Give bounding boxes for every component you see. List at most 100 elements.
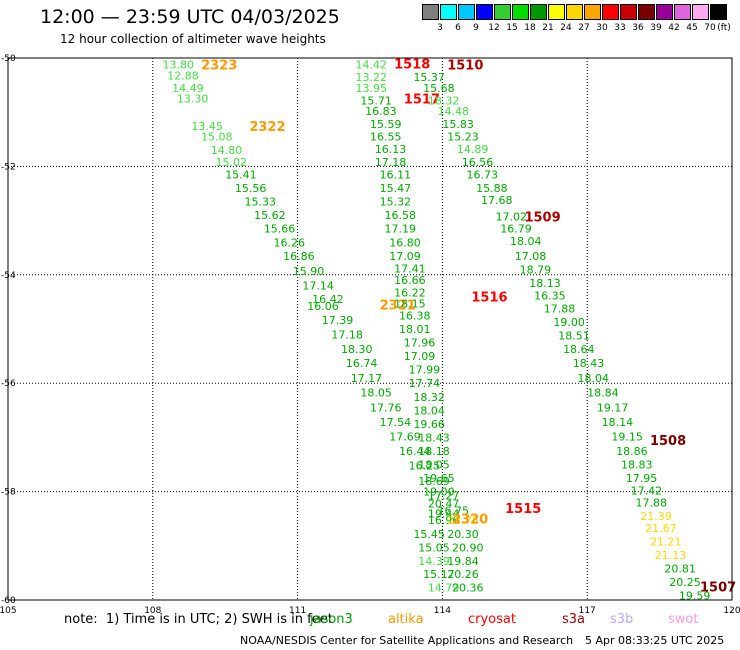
wave-height-value: 15.17 [423, 568, 455, 581]
legend-swatch [422, 4, 439, 20]
pass-time-label: 1507 [700, 580, 736, 595]
legend-bin-label: 42 [668, 23, 680, 33]
legend-bin-label: 33 [614, 23, 626, 33]
wave-height-value: 18.86 [616, 445, 648, 458]
wave-height-value: 18.13 [529, 277, 561, 290]
wave-height-value: 17.96 [404, 337, 436, 350]
wave-height-value: 16.80 [389, 236, 421, 249]
wave-height-value: 18.04 [413, 404, 445, 417]
wave-height-value: 14.89 [457, 143, 489, 156]
pass-time-label: 1516 [471, 290, 507, 305]
wave-height-value: 16.74 [346, 357, 378, 370]
wave-height-value: 17.09 [389, 250, 421, 263]
wave-height-value: 17.09 [404, 350, 436, 363]
wave-height-value: 14.48 [438, 105, 470, 118]
wave-height-value: 19.65 [423, 472, 455, 485]
wave-height-value: 16.96 [428, 514, 460, 527]
wave-height-value: 15.59 [370, 118, 402, 131]
wave-height-value: 19.66 [413, 418, 445, 431]
wave-height-value: 23.75 [447, 514, 479, 527]
footer-credit: NOAA/NESDIS Center for Satellite Applica… [240, 634, 574, 647]
wave-height-value: 15.88 [476, 182, 508, 195]
legend-bin-label: 24 [560, 23, 572, 33]
wave-height-value: 18.32 [413, 391, 445, 404]
wave-height-value: 12.88 [167, 69, 199, 82]
wave-height-value: 15.08 [201, 131, 233, 144]
satellite-altika: altika [388, 612, 424, 627]
wave-height-value: 15.62 [254, 209, 286, 222]
legend-swatch [566, 4, 583, 20]
legend-bin-label: 21 [542, 23, 554, 33]
lon-tick-label: 114 [434, 606, 451, 616]
wave-height-value: 13.45 [191, 120, 223, 133]
wave-height-value: 15.71 [360, 94, 392, 107]
satellite-s3b: s3b [610, 612, 634, 627]
legend-swatch [620, 4, 637, 20]
wave-height-value: 18.15 [394, 298, 426, 311]
wave-height-value: 17.02 [495, 210, 527, 223]
wave-height-value: 20.47 [428, 498, 460, 511]
wave-height-value: 16.38 [399, 309, 431, 322]
wave-height-value: 19.00 [423, 486, 455, 499]
wave-height-value: 15.23 [447, 131, 479, 144]
wave-height-value: 16.58 [384, 209, 416, 222]
wave-height-value: 13.22 [356, 71, 388, 84]
wave-height-value: 17.42 [631, 485, 663, 498]
pass-time-label: 1509 [524, 210, 560, 225]
legend-bin-label: 36 [632, 23, 644, 33]
legend-bin-label: 27 [578, 23, 590, 33]
wave-height-value: 14.42 [356, 59, 388, 72]
wave-height-value: 20.36 [452, 582, 484, 595]
wave-height-value: 17.68 [481, 194, 512, 207]
wave-height-value: 15.37 [413, 71, 445, 84]
lon-tick-label: 108 [144, 606, 161, 616]
legend-swatch [458, 4, 475, 20]
pass-time-label: 2320 [452, 513, 488, 528]
wave-height-value: 17.99 [409, 364, 441, 377]
legend-swatch [602, 4, 619, 20]
satellite-swot: swot [668, 612, 699, 627]
wave-height-value: 13.80 [162, 59, 194, 72]
lon-tick-label: 120 [723, 606, 740, 616]
wave-height-value: 15.05 [418, 541, 450, 554]
legend-bin-label: 70 [704, 23, 716, 33]
wave-height-value: 18.43 [418, 431, 450, 444]
wave-height-value: 21.13 [655, 549, 687, 562]
wave-height-value: 17.14 [302, 280, 334, 293]
wave-height-value: 13.95 [356, 82, 388, 95]
wave-height-value: 17.88 [635, 496, 667, 509]
legend-swatch [548, 4, 565, 20]
wave-height-value: 19.15 [611, 430, 643, 443]
wave-height-value: 20.81 [664, 563, 696, 576]
wave-height-value: 17.41 [394, 262, 426, 275]
wave-height-value: 14.49 [172, 82, 204, 95]
wave-height-value: 18.64 [563, 343, 595, 356]
legend-bin-label: 15 [506, 23, 518, 33]
wave-height-value: 20.25 [669, 576, 701, 589]
wave-height-value: 16.11 [380, 169, 412, 182]
pass-time-label: 1510 [447, 59, 483, 74]
lon-tick-label: 111 [289, 606, 306, 616]
pass-time-label: 2322 [249, 120, 285, 135]
wave-height-value: 16.55 [370, 131, 402, 144]
wave-height-value: 18.04 [510, 235, 542, 248]
legend-bin-label: 3 [437, 23, 443, 33]
legend-swatch [638, 4, 655, 20]
legend-unit: (ft) [717, 23, 731, 33]
wave-height-value: 18.14 [602, 416, 634, 429]
wave-height-value: 21.21 [650, 535, 682, 548]
wave-height-value: 15.47 [380, 182, 412, 195]
wave-height-value: 17.76 [370, 402, 402, 415]
wave-height-value: 21.39 [640, 510, 672, 523]
legend-bin-label: 6 [455, 23, 461, 33]
wave-height-value: 18.32 [428, 94, 460, 107]
wave-height-value: 17.74 [409, 377, 441, 390]
wave-height-value: 20.26 [447, 568, 479, 581]
wave-height-value: 16.83 [365, 105, 397, 118]
legend-bin-label: 39 [650, 23, 662, 33]
lat-tick-label: -60 [1, 596, 16, 606]
legend-swatch [692, 4, 709, 20]
wave-height-value: 17.18 [331, 328, 363, 341]
wave-height-value: 18.18 [418, 445, 450, 458]
